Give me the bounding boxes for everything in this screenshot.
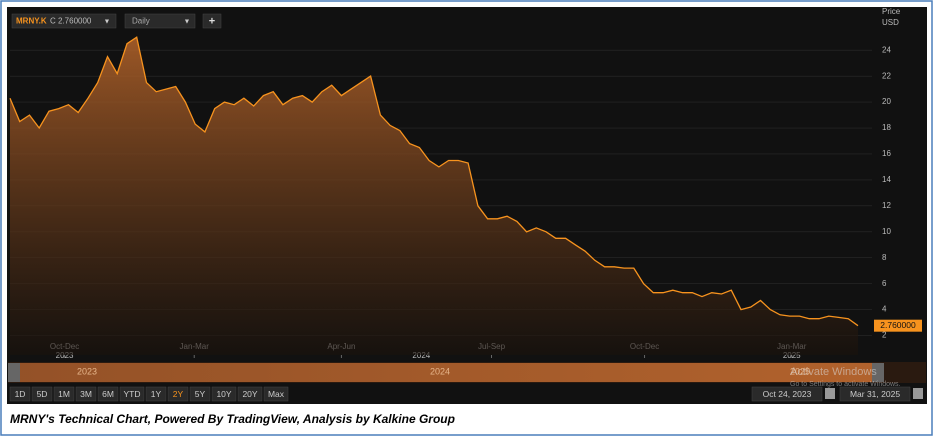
x-year-label: 2023 xyxy=(56,351,74,360)
navigator-handle[interactable] xyxy=(8,363,20,382)
symbol: MRNY.K xyxy=(16,17,47,26)
range-label: 1M xyxy=(58,389,70,399)
navigator-window[interactable] xyxy=(20,363,872,382)
y-tick-label: 18 xyxy=(882,123,891,132)
range-button[interactable] xyxy=(53,386,75,402)
range-label: 1Y xyxy=(151,389,162,399)
range-label: 5Y xyxy=(195,389,206,399)
y-tick-label: 14 xyxy=(882,175,891,184)
y-tick-label: 22 xyxy=(882,71,891,80)
area xyxy=(10,37,858,355)
y-tick-label: 8 xyxy=(882,253,887,262)
watermark-text: Go to Settings to activate Windows. xyxy=(790,381,901,388)
symbol-box[interactable] xyxy=(11,13,117,29)
dropdown-arrow: ▼ xyxy=(104,18,111,25)
add-button[interactable] xyxy=(202,13,222,29)
x-year-label: 2025 xyxy=(783,351,801,360)
y-tick-label: 6 xyxy=(882,279,887,288)
date-to-box[interactable] xyxy=(839,386,911,402)
range-button[interactable] xyxy=(31,386,53,402)
calendar-icon[interactable] xyxy=(825,388,835,399)
navigator-year: 2024 xyxy=(430,366,450,376)
close-price: C 2.760000 xyxy=(50,17,92,26)
range-button[interactable] xyxy=(97,386,119,402)
range-label: YTD xyxy=(124,389,141,399)
navigator-year: 2023 xyxy=(77,366,97,376)
range-button[interactable] xyxy=(211,386,237,402)
interval-dropdown[interactable] xyxy=(124,13,196,29)
add-icon: + xyxy=(209,15,215,27)
y-tick-label: 10 xyxy=(882,227,891,236)
navigator-handle[interactable] xyxy=(872,363,884,382)
y-tick-label: 12 xyxy=(882,201,891,210)
interval: Daily xyxy=(132,17,150,26)
price-line xyxy=(9,36,859,327)
date-from-box[interactable] xyxy=(751,386,823,402)
calendar-icon[interactable] xyxy=(913,388,923,399)
range-label: 2Y xyxy=(173,389,184,399)
y-tick-label: 4 xyxy=(882,305,887,314)
date-from: Oct 24, 2023 xyxy=(763,389,812,399)
range-button[interactable] xyxy=(9,386,31,402)
y-tick-label: 16 xyxy=(882,149,891,158)
caption: MRNY's Technical Chart, Powered By Tradi… xyxy=(10,412,455,426)
range-button[interactable] xyxy=(167,386,189,402)
navigator-year: 2025 xyxy=(790,366,810,376)
y-tick-label: 2 xyxy=(882,331,887,340)
range-label: Max xyxy=(268,389,285,399)
range-label: 10Y xyxy=(216,389,231,399)
range-button[interactable] xyxy=(119,386,145,402)
range-button[interactable] xyxy=(75,386,97,402)
date-to: Mar 31, 2025 xyxy=(850,389,900,399)
range-label: 6M xyxy=(102,389,114,399)
range-button[interactable] xyxy=(145,386,167,402)
range-label: 3M xyxy=(80,389,92,399)
watermark-title: Activate Windows xyxy=(790,366,877,378)
dropdown-arrow: ▼ xyxy=(184,18,191,25)
x-year-label: 2024 xyxy=(412,351,430,360)
y-tick-label: 20 xyxy=(882,97,891,106)
range-button[interactable] xyxy=(237,386,263,402)
range-label: 1D xyxy=(15,389,26,399)
y-tick-label: 24 xyxy=(882,45,891,54)
axis-title: Price xyxy=(882,7,901,16)
range-button[interactable] xyxy=(263,386,289,402)
range-button[interactable] xyxy=(189,386,211,402)
last-price-box xyxy=(874,319,922,332)
range-label: 5D xyxy=(37,389,48,399)
axis-unit: USD xyxy=(882,18,899,27)
range-label: 20Y xyxy=(242,389,257,399)
last-price-label: 2.760000 xyxy=(880,320,916,330)
